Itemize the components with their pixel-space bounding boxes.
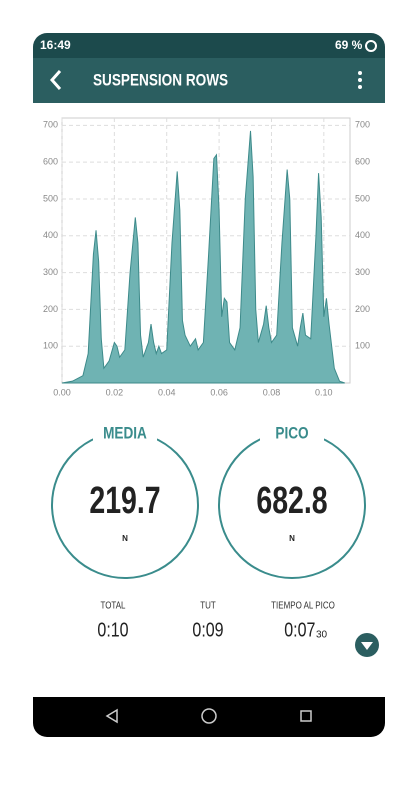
x-tick-label: 0.06 <box>210 387 228 397</box>
metric-value: 219.7 <box>89 480 160 522</box>
y2-tick-label: 500 <box>355 193 370 203</box>
stat-sub: 30 <box>316 630 328 641</box>
nav-recent[interactable] <box>300 710 312 722</box>
y2-tick-label: 200 <box>355 304 370 314</box>
y-tick-label: 400 <box>43 230 58 240</box>
menu-button[interactable] <box>358 71 362 89</box>
nav-bar <box>33 697 385 737</box>
x-tick-label: 0.02 <box>106 387 124 397</box>
y2-tick-label: 700 <box>355 120 370 130</box>
x-tick-label: 0.04 <box>158 387 176 397</box>
nav-back[interactable] <box>105 708 118 724</box>
y-tick-label: 100 <box>43 341 58 351</box>
battery-icon <box>365 40 377 52</box>
status-time: 16:49 <box>40 38 71 52</box>
y-tick-label: 500 <box>43 193 58 203</box>
y2-tick-label: 300 <box>355 267 370 277</box>
label-gap <box>93 421 157 443</box>
stat-value: 0:10 <box>97 619 128 641</box>
stats: TOTAL 0:10 TUT 0:09 TIEMPO AL PICO 0:07 30 <box>97 600 334 641</box>
back-button[interactable] <box>49 70 62 90</box>
label-gap <box>260 421 324 443</box>
chart: 100 100 200 200 300 300 400 400 500 500 600 600 700 7… <box>43 117 370 397</box>
y-tick-label: 200 <box>43 304 58 314</box>
metric-label: MEDIA <box>103 424 147 443</box>
x-tick-label: 0.08 <box>263 387 281 397</box>
y2-tick-label: 600 <box>355 157 370 167</box>
stat-value: 0:09 <box>192 619 223 641</box>
status-bar <box>33 33 385 58</box>
stat-value: 0:07 <box>284 619 315 641</box>
y-tick-label: 300 <box>43 267 58 277</box>
app-bar <box>33 58 385 103</box>
metric-unit: N <box>122 534 128 543</box>
metric-unit: N <box>289 534 295 543</box>
stat-label: TUT <box>200 600 216 611</box>
nav-home[interactable] <box>201 708 217 724</box>
y2-tick-label: 400 <box>355 230 370 240</box>
stat-label: TOTAL <box>100 600 125 611</box>
expand-icon <box>361 642 373 650</box>
app-title: SUSPENSION ROWS <box>93 71 228 90</box>
metric-label: PICO <box>275 424 308 443</box>
force-area <box>61 130 345 384</box>
y-tick-label: 700 <box>43 120 58 130</box>
status-battery: 69 % <box>335 38 363 52</box>
phone <box>33 33 385 737</box>
y2-tick-label: 100 <box>355 341 370 351</box>
metrics: MEDIA 219.7 N PICO 682.8 N <box>51 421 366 579</box>
x-tick-label: 0.10 <box>315 387 333 397</box>
stat-label: TIEMPO AL PICO <box>271 600 335 611</box>
y-tick-label: 600 <box>43 157 58 167</box>
x-tick-label: 0.00 <box>53 387 71 397</box>
metric-value: 682.8 <box>256 480 327 522</box>
